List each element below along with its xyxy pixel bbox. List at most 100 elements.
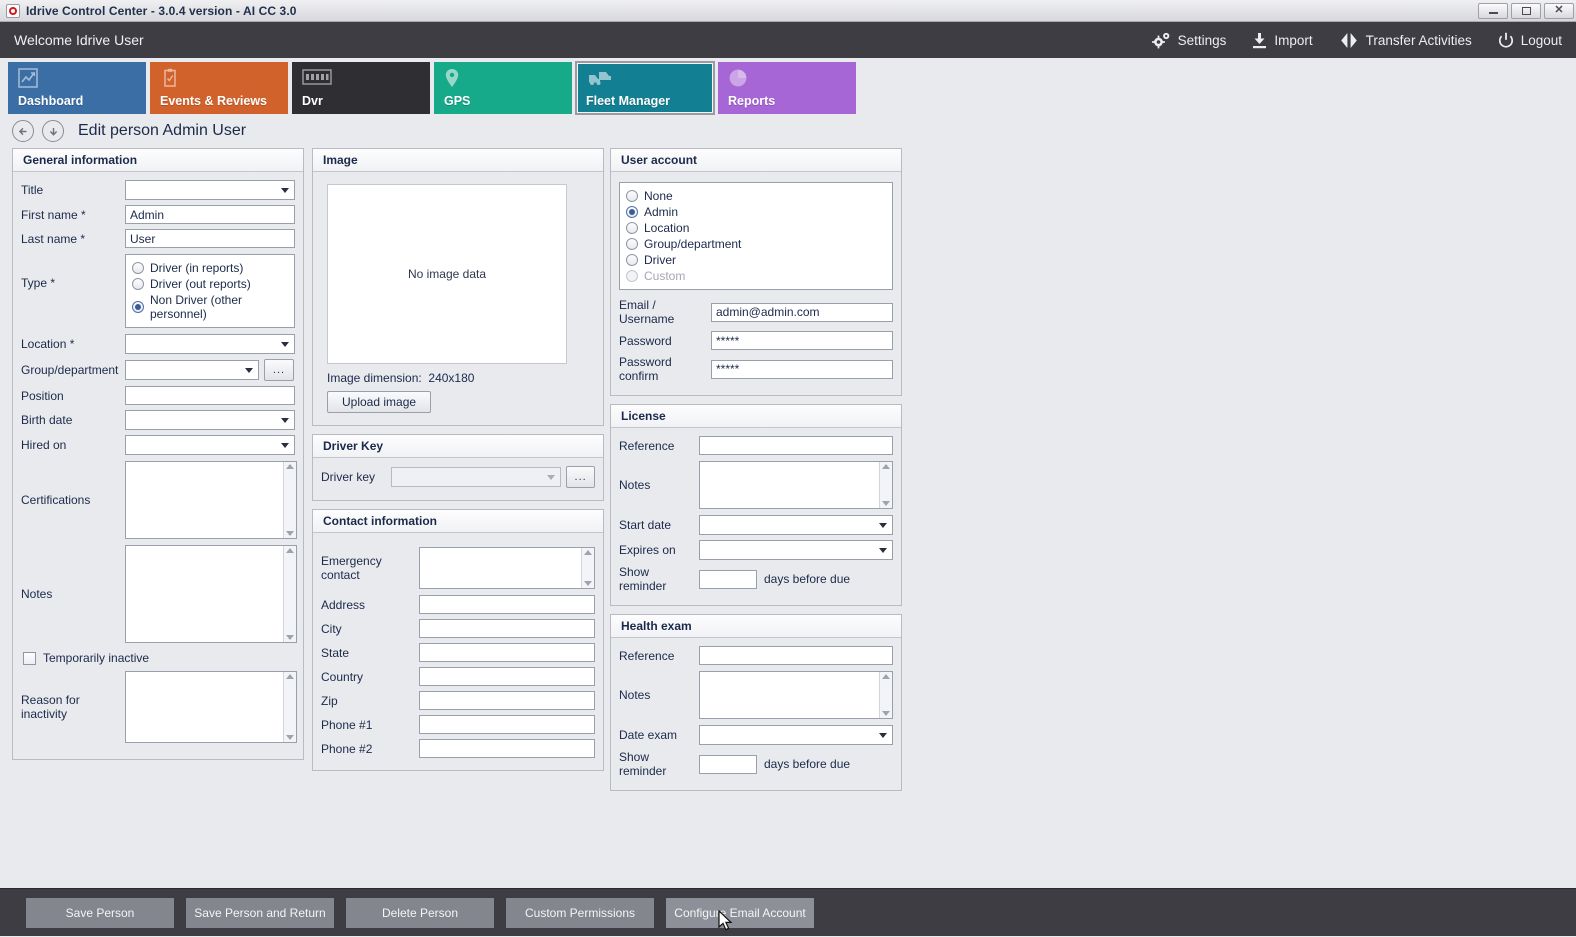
field-row-group-department: Group/department ... bbox=[21, 359, 295, 381]
save-person-button[interactable]: Save Person bbox=[26, 897, 174, 928]
license-notes-scrollbar[interactable] bbox=[879, 462, 892, 508]
type-option-driver-in-reports[interactable]: Driver (in reports) bbox=[132, 261, 288, 275]
state-input[interactable] bbox=[419, 643, 595, 662]
last-name-input[interactable] bbox=[125, 229, 295, 248]
position-input[interactable] bbox=[125, 386, 295, 405]
temporarily-inactive-row[interactable]: Temporarily inactive bbox=[23, 651, 295, 665]
location-select[interactable] bbox=[125, 334, 295, 354]
health-exam-title: Health exam bbox=[611, 615, 901, 638]
tab-reports[interactable]: Reports bbox=[718, 62, 856, 114]
configure-email-account-button[interactable]: Configure Email Account bbox=[666, 897, 814, 928]
title-label: Title bbox=[21, 183, 44, 197]
tab-dashboard[interactable]: Dashboard bbox=[8, 62, 146, 114]
license-title: License bbox=[611, 405, 901, 428]
role-option-group-department[interactable]: Group/department bbox=[626, 237, 886, 251]
delete-person-button[interactable]: Delete Person bbox=[346, 897, 494, 928]
logout-button[interactable]: Logout bbox=[1498, 32, 1562, 49]
license-reference-input[interactable] bbox=[699, 436, 893, 455]
date-exam-select[interactable] bbox=[699, 725, 893, 745]
emergency-contact-scrollbar[interactable] bbox=[581, 548, 594, 588]
notes-textarea[interactable] bbox=[126, 546, 283, 642]
driver-key-select[interactable] bbox=[391, 467, 562, 487]
temporarily-inactive-label: Temporarily inactive bbox=[43, 651, 150, 665]
title-select[interactable] bbox=[125, 180, 295, 200]
scroll-down-icon bbox=[286, 735, 294, 740]
license-start-date-label: Start date bbox=[619, 518, 672, 532]
close-button[interactable]: ✕ bbox=[1544, 2, 1574, 19]
type-option-driver-out-reports[interactable]: Driver (out reports) bbox=[132, 277, 288, 291]
arrow-down-circle-icon[interactable] bbox=[42, 120, 64, 142]
maximize-button[interactable] bbox=[1511, 2, 1541, 19]
role-option-none[interactable]: None bbox=[626, 189, 886, 203]
license-reminder-input[interactable] bbox=[699, 569, 757, 589]
driver-key-browse-button[interactable]: ... bbox=[566, 466, 595, 488]
role-option-driver[interactable]: Driver bbox=[626, 253, 886, 267]
tab-fleet-manager[interactable]: Fleet Manager bbox=[575, 61, 715, 115]
certifications-scrollbar[interactable] bbox=[283, 462, 296, 538]
reason-textarea[interactable] bbox=[126, 672, 283, 742]
license-expires-select[interactable] bbox=[699, 540, 893, 560]
transfer-activities-button[interactable]: Transfer Activities bbox=[1339, 32, 1472, 49]
tab-gps[interactable]: GPS bbox=[434, 62, 572, 114]
arrow-left-circle-icon[interactable] bbox=[12, 120, 34, 142]
field-row-health-reminder: Show reminder days before due bbox=[619, 750, 893, 778]
field-row-driver-key: Driver key ... bbox=[321, 466, 595, 488]
image-panel-title: Image bbox=[313, 149, 603, 172]
tab-dvr[interactable]: Dvr bbox=[292, 62, 430, 114]
country-input[interactable] bbox=[419, 667, 595, 686]
contact-information-title: Contact information bbox=[313, 510, 603, 533]
phone-2-input[interactable] bbox=[419, 739, 595, 758]
health-notes-textarea[interactable] bbox=[700, 672, 879, 718]
page-title: Edit person Admin User bbox=[78, 122, 247, 139]
save-person-and-return-button[interactable]: Save Person and Return bbox=[186, 897, 334, 928]
scroll-up-icon bbox=[286, 464, 294, 469]
zip-input[interactable] bbox=[419, 691, 595, 710]
license-notes-textarea[interactable] bbox=[700, 462, 879, 508]
health-notes-scrollbar[interactable] bbox=[879, 672, 892, 718]
import-button[interactable]: Import bbox=[1252, 32, 1313, 49]
minimize-button[interactable] bbox=[1478, 2, 1508, 19]
password-input[interactable] bbox=[711, 331, 893, 350]
health-notes-textarea-wrap bbox=[699, 671, 893, 719]
dvr-device-icon bbox=[302, 68, 422, 88]
hired-on-select[interactable] bbox=[125, 435, 295, 455]
password-label: Password bbox=[619, 333, 672, 348]
health-reference-input[interactable] bbox=[699, 646, 893, 665]
type-option-non-driver[interactable]: Non Driver (other personnel) bbox=[132, 293, 288, 321]
role-option-admin[interactable]: Admin bbox=[626, 205, 886, 219]
phone-1-input[interactable] bbox=[419, 715, 595, 734]
field-row-type: Type * Driver (in reports) Driver (out r… bbox=[21, 254, 295, 328]
address-input[interactable] bbox=[419, 595, 595, 614]
license-start-date-select[interactable] bbox=[699, 515, 893, 535]
title-bar: Idrive Control Center - 3.0.4 version - … bbox=[0, 0, 1576, 22]
password-confirm-input[interactable] bbox=[711, 359, 893, 379]
temporarily-inactive-checkbox[interactable] bbox=[23, 651, 36, 665]
tab-events-reviews[interactable]: Events & Reviews bbox=[150, 62, 288, 114]
group-department-select[interactable] bbox=[125, 360, 259, 380]
birth-date-select[interactable] bbox=[125, 410, 295, 430]
zip-label: Zip bbox=[321, 693, 338, 708]
reason-scrollbar[interactable] bbox=[283, 672, 296, 742]
first-name-input[interactable] bbox=[125, 205, 295, 224]
city-input[interactable] bbox=[419, 619, 595, 638]
chevron-down-icon bbox=[281, 417, 289, 423]
tab-fleet-manager-label: Fleet Manager bbox=[586, 94, 671, 108]
field-row-last-name: Last name * bbox=[21, 229, 295, 248]
upload-image-button[interactable]: Upload image bbox=[327, 391, 432, 413]
custom-permissions-button[interactable]: Custom Permissions bbox=[506, 897, 654, 928]
notes-scrollbar[interactable] bbox=[283, 546, 296, 642]
group-department-browse-button[interactable]: ... bbox=[264, 359, 294, 381]
email-input[interactable] bbox=[711, 302, 893, 322]
role-option-location[interactable]: Location bbox=[626, 221, 886, 235]
tab-events-reviews-label: Events & Reviews bbox=[160, 94, 267, 108]
emergency-contact-textarea[interactable] bbox=[420, 548, 581, 588]
health-reminder-input[interactable] bbox=[699, 754, 757, 774]
image-dimension-label: Image dimension: bbox=[327, 371, 422, 385]
tab-gps-label: GPS bbox=[444, 94, 471, 108]
field-row-country: Country bbox=[321, 667, 595, 686]
settings-button[interactable]: Settings bbox=[1151, 32, 1226, 49]
certifications-textarea[interactable] bbox=[126, 462, 283, 538]
date-exam-label: Date exam bbox=[619, 728, 678, 742]
birth-date-label: Birth date bbox=[21, 413, 73, 427]
scroll-up-icon bbox=[584, 550, 592, 555]
